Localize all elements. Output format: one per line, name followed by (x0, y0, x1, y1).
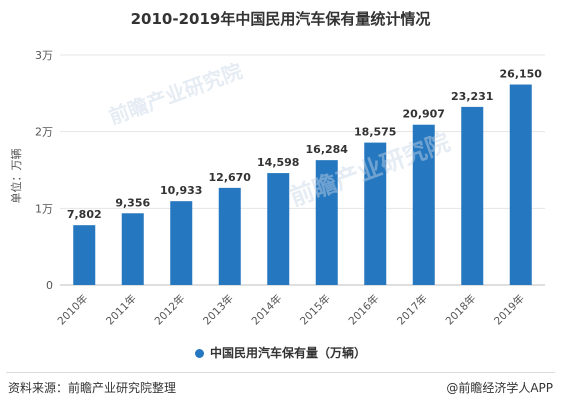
chart-title: 2010-2019年中国民用汽车保有量统计情况 (130, 10, 431, 28)
x-tick-label: 2012年 (152, 292, 188, 328)
x-axis-ticks: 2010年 2011年 2012年 2013年 2014年 2015年 2016年 2017年… (55, 292, 527, 328)
bar-2017年 (412, 124, 435, 285)
data-label: 26,150 (500, 68, 543, 81)
x-tick-label: 2017年 (394, 292, 430, 328)
data-label: 10,933 (160, 184, 202, 197)
legend-label: 中国民用汽车保有量（万辆） (209, 346, 366, 360)
data-label: 7,802 (67, 208, 102, 221)
bar-2015年 (315, 160, 338, 285)
data-label: 18,575 (354, 126, 396, 139)
bar-2011年 (121, 213, 144, 285)
legend-marker (194, 349, 204, 358)
data-label: 16,284 (306, 143, 349, 156)
x-tick-label: 2010年 (55, 292, 91, 328)
legend: 中国民用汽车保有量（万辆） (0, 344, 561, 361)
data-label: 23,231 (451, 90, 493, 103)
footer-divider (6, 372, 555, 373)
y-axis-ticks: 0 1万 2万 3万 (35, 49, 53, 292)
brand-credit: @前瞻经济学人APP (446, 381, 553, 395)
y-axis-label: 单位：万辆 (9, 149, 23, 204)
data-label: 12,670 (209, 171, 252, 184)
y-tick-label: 2万 (35, 126, 53, 139)
y-tick-label: 3万 (35, 49, 53, 62)
bar-2010年 (73, 225, 96, 285)
x-tick-label: 2014年 (249, 292, 285, 328)
data-label: 14,598 (257, 156, 299, 169)
x-tick-label: 2018年 (443, 292, 479, 328)
x-tick-label: 2016年 (346, 292, 382, 328)
bars (73, 84, 532, 286)
bar-2016年 (364, 142, 387, 285)
bar-2013年 (218, 187, 241, 285)
bar-2014年 (267, 173, 290, 285)
bar-2019年 (509, 84, 532, 286)
data-label: 20,907 (403, 108, 445, 121)
x-tick-label: 2013年 (200, 292, 236, 328)
bar-2018年 (461, 106, 484, 286)
y-tick-label: 0 (46, 279, 53, 292)
x-tick-label: 2019年 (491, 292, 527, 328)
x-tick-label: 2011年 (103, 292, 139, 328)
source-note: 资料来源：前瞻产业研究院整理 (8, 381, 177, 395)
x-tick-label: 2015年 (297, 292, 333, 328)
data-labels: 7,802 9,356 10,933 12,670 14,598 16,284 18,575… (67, 68, 542, 222)
data-label: 9,356 (115, 196, 150, 209)
y-tick-label: 1万 (35, 202, 53, 215)
bar-2012年 (170, 201, 193, 285)
